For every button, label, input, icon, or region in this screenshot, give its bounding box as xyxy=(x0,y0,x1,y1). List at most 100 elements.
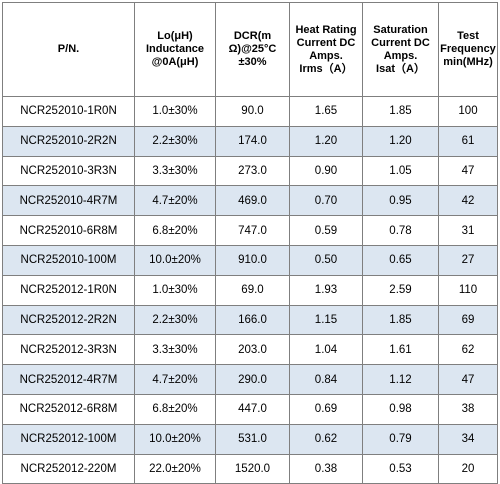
test-frequency-cell: 38 xyxy=(438,393,498,425)
header-test-frequency: Test Frequency min(MHz) xyxy=(438,2,498,97)
part-number-cell: NCR252010-6R8M xyxy=(2,215,135,246)
saturation-current-cell: 0.78 xyxy=(362,215,439,246)
part-number-cell: NCR252010-100M xyxy=(2,244,135,276)
header-part-number-line: P/N. xyxy=(57,43,80,55)
part-number-cell: NCR252010-2R2N xyxy=(2,125,135,157)
saturation-current-cell: 1.20 xyxy=(362,125,439,157)
header-inductance-line: Lo(μH) xyxy=(157,30,193,42)
header-dcr-line: Ω)@25°C xyxy=(228,43,277,55)
table-row: NCR252010-4R7M 4.7±20% 469.0 0.70 0.95 42 xyxy=(2,185,498,217)
header-heat-rating-current-line: Irms（A） xyxy=(299,62,353,75)
table-row: NCR252012-4R7M 4.7±20% 290.0 0.84 1.12 47 xyxy=(2,364,498,395)
header-dcr: DCR(m Ω)@25°C ±30% xyxy=(215,2,290,97)
saturation-current-cell: 0.53 xyxy=(362,453,439,484)
header-test-frequency-line: Test xyxy=(457,30,479,42)
inductance-cell: 2.2±30% xyxy=(134,125,216,157)
saturation-current-cell: 1.12 xyxy=(362,364,439,395)
inductance-cell: 3.3±30% xyxy=(134,334,216,366)
heat-rating-current-cell: 1.65 xyxy=(289,96,363,127)
table-row: NCR252010-100M 10.0±20% 910.0 0.50 0.65 27 xyxy=(2,244,498,276)
heat-rating-current-cell: 0.90 xyxy=(289,155,363,187)
part-number-cell: NCR252010-3R3N xyxy=(2,155,135,187)
header-heat-rating-current: Heat Rating Current DC Amps. Irms（A） xyxy=(289,2,363,97)
inductance-cell: 6.8±20% xyxy=(134,215,216,246)
dcr-cell: 447.0 xyxy=(215,393,290,425)
heat-rating-current-cell: 0.69 xyxy=(289,393,363,425)
header-part-number: P/N. xyxy=(2,2,135,97)
dcr-cell: 910.0 xyxy=(215,244,290,276)
dcr-cell: 203.0 xyxy=(215,334,290,366)
saturation-current-cell: 2.59 xyxy=(362,274,439,306)
test-frequency-cell: 110 xyxy=(438,274,498,306)
heat-rating-current-cell: 1.93 xyxy=(289,274,363,306)
table-row: NCR252012-100M 10.0±20% 531.0 0.62 0.79 34 xyxy=(2,423,498,455)
part-number-cell: NCR252012-6R8M xyxy=(2,393,135,425)
inductance-cell: 1.0±30% xyxy=(134,274,216,306)
test-frequency-cell: 27 xyxy=(438,244,498,276)
inductance-cell: 10.0±20% xyxy=(134,244,216,276)
heat-rating-current-cell: 0.84 xyxy=(289,364,363,395)
dcr-cell: 469.0 xyxy=(215,185,290,217)
table-row: NCR252012-2R2N 2.2±30% 166.0 1.15 1.85 69 xyxy=(2,304,498,336)
header-saturation-current-line: Saturation xyxy=(373,23,428,36)
dcr-cell: 166.0 xyxy=(215,304,290,336)
heat-rating-current-cell: 1.20 xyxy=(289,125,363,157)
test-frequency-cell: 69 xyxy=(438,304,498,336)
table-row: NCR252012-6R8M 6.8±20% 447.0 0.69 0.98 38 xyxy=(2,393,498,425)
saturation-current-cell: 0.95 xyxy=(362,185,439,217)
dcr-cell: 747.0 xyxy=(215,215,290,246)
heat-rating-current-cell: 1.15 xyxy=(289,304,363,336)
inductance-cell: 2.2±30% xyxy=(134,304,216,336)
header-inductance-line: @0A(μH) xyxy=(151,56,199,68)
test-frequency-cell: 31 xyxy=(438,215,498,246)
saturation-current-cell: 1.05 xyxy=(362,155,439,187)
inductance-cell: 3.3±30% xyxy=(134,155,216,187)
part-number-cell: NCR252012-2R2N xyxy=(2,304,135,336)
saturation-current-cell: 0.98 xyxy=(362,393,439,425)
header-heat-rating-current-line: Amps. xyxy=(309,49,343,62)
test-frequency-cell: 47 xyxy=(438,155,498,187)
header-heat-rating-current-line: Current DC xyxy=(296,36,356,49)
table-row: NCR252012-220M 22.0±20% 1520.0 0.38 0.53 20 xyxy=(2,453,498,484)
heat-rating-current-cell: 1.04 xyxy=(289,334,363,366)
heat-rating-current-cell: 0.62 xyxy=(289,423,363,455)
dcr-cell: 273.0 xyxy=(215,155,290,187)
test-frequency-cell: 61 xyxy=(438,125,498,157)
saturation-current-cell: 0.65 xyxy=(362,244,439,276)
table-row: NCR252010-6R8M 6.8±20% 747.0 0.59 0.78 31 xyxy=(2,215,498,246)
saturation-current-cell: 1.85 xyxy=(362,96,439,127)
inductance-cell: 6.8±20% xyxy=(134,393,216,425)
dcr-cell: 90.0 xyxy=(215,96,290,127)
inductance-cell: 4.7±20% xyxy=(134,364,216,395)
inductance-cell: 4.7±20% xyxy=(134,185,216,217)
table-row: NCR252010-1R0N 1.0±30% 90.0 1.65 1.85 100 xyxy=(2,96,498,127)
inductance-cell: 10.0±20% xyxy=(134,423,216,455)
heat-rating-current-cell: 0.38 xyxy=(289,453,363,484)
heat-rating-current-cell: 0.70 xyxy=(289,185,363,217)
inductance-cell: 22.0±20% xyxy=(134,453,216,484)
header-saturation-current-line: Current DC xyxy=(371,36,430,49)
header-inductance-line: Inductance xyxy=(145,43,205,55)
dcr-cell: 290.0 xyxy=(215,364,290,395)
dcr-cell: 1520.0 xyxy=(215,453,290,484)
test-frequency-cell: 42 xyxy=(438,185,498,217)
table-row: NCR252012-3R3N 3.3±30% 203.0 1.04 1.61 62 xyxy=(2,334,498,366)
heat-rating-current-cell: 0.50 xyxy=(289,244,363,276)
part-number-cell: NCR252012-1R0N xyxy=(2,274,135,306)
dcr-cell: 174.0 xyxy=(215,125,290,157)
header-heat-rating-current-line: Heat Rating xyxy=(295,23,357,36)
table-row: NCR252012-1R0N 1.0±30% 69.0 1.93 2.59 110 xyxy=(2,274,498,306)
part-number-cell: NCR252012-4R7M xyxy=(2,364,135,395)
table-row: NCR252010-2R2N 2.2±30% 174.0 1.20 1.20 61 xyxy=(2,125,498,157)
header-dcr-line: DCR(m xyxy=(233,30,272,42)
inductance-cell: 1.0±30% xyxy=(134,96,216,127)
part-number-cell: NCR252010-1R0N xyxy=(2,96,135,127)
part-number-cell: NCR252012-100M xyxy=(2,423,135,455)
test-frequency-cell: 62 xyxy=(438,334,498,366)
saturation-current-cell: 0.79 xyxy=(362,423,439,455)
part-number-cell: NCR252012-220M xyxy=(2,453,135,484)
heat-rating-current-cell: 0.59 xyxy=(289,215,363,246)
test-frequency-cell: 47 xyxy=(438,364,498,395)
part-number-cell: NCR252010-4R7M xyxy=(2,185,135,217)
